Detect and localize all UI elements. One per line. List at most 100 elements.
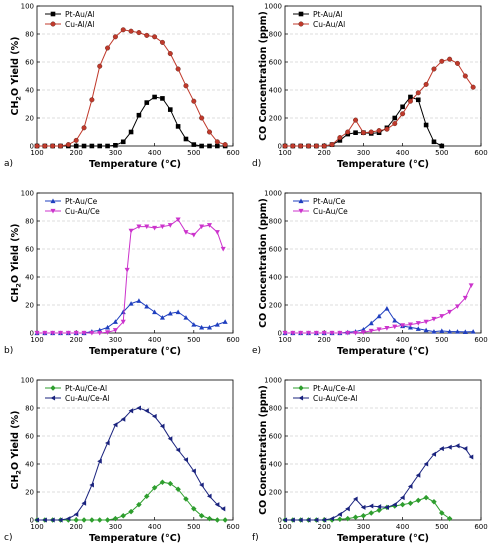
x-tick-label: 500 <box>435 523 448 531</box>
x-axis-label: Temperature (°C) <box>89 346 181 357</box>
x-tick-label: 200 <box>70 523 83 531</box>
data-point <box>322 144 327 149</box>
data-point <box>97 64 102 69</box>
chart-panel: 100 200 300 400 500 600020406080100Temperatur… <box>4 190 240 358</box>
data-point <box>463 446 468 451</box>
panel-label: b) <box>4 346 13 356</box>
data-point <box>447 57 452 62</box>
data-point <box>81 517 87 523</box>
panel-label: e) <box>252 346 261 356</box>
data-point <box>337 512 342 517</box>
data-point <box>416 98 421 103</box>
y-tick-label: 60 <box>25 246 34 254</box>
data-point <box>361 130 366 135</box>
x-tick-label: 500 <box>187 523 200 531</box>
x-axis-label: Temperature (°C) <box>89 533 181 544</box>
data-point <box>424 123 429 128</box>
data-point <box>400 112 405 117</box>
data-point <box>74 138 79 143</box>
y-tick-label: 600 <box>269 246 282 254</box>
legend-marker <box>298 395 303 400</box>
data-point <box>192 142 197 147</box>
legend-label: Pt-Au/Ce-Al <box>65 384 107 393</box>
data-point <box>168 107 173 112</box>
series-line <box>285 285 471 333</box>
data-point <box>471 85 476 90</box>
data-point <box>223 142 228 147</box>
x-axis-label: Temperature (°C) <box>337 159 429 170</box>
y-tick-label: 1000 <box>264 3 282 11</box>
y-tick-label: 100 <box>21 377 34 385</box>
data-point <box>121 140 126 145</box>
data-point <box>337 517 343 523</box>
legend-marker <box>298 385 304 391</box>
data-point <box>353 514 359 520</box>
data-point <box>152 226 157 231</box>
y-tick-label: 600 <box>269 59 282 67</box>
y-tick-label: 0 <box>30 517 34 525</box>
y-tick-label: 400 <box>269 274 282 282</box>
y-tick-label: 800 <box>269 218 282 226</box>
x-tick-label: 600 <box>474 149 487 157</box>
y-tick-label: 80 <box>25 31 34 39</box>
data-point <box>447 445 452 450</box>
x-tick-label: 300 <box>357 149 370 157</box>
data-point <box>137 113 142 118</box>
y-tick-label: 0 <box>278 517 282 525</box>
series-line <box>285 97 442 146</box>
y-tick-label: 200 <box>269 302 282 310</box>
data-point <box>207 130 212 135</box>
data-point <box>137 30 142 35</box>
data-point <box>35 144 40 149</box>
data-point <box>463 74 468 79</box>
data-point <box>432 140 437 145</box>
legend-marker <box>299 12 304 17</box>
data-point <box>105 46 110 51</box>
data-point <box>152 95 157 100</box>
legend-label: Pt-Au/Ce <box>65 197 98 206</box>
data-point <box>345 130 350 135</box>
chart-panel: 100 200 300 400 500 600020406080100Temperatur… <box>4 377 240 545</box>
panel-label: f) <box>252 533 259 543</box>
data-point <box>400 502 406 508</box>
x-tick-label: 400 <box>148 336 161 344</box>
data-point <box>74 512 79 517</box>
x-tick-label: 200 <box>70 336 83 344</box>
chart-panel: 100 200 300 400 500 60002004006008001000Tempe… <box>252 377 488 545</box>
chart-panel: 100 200 300 400 500 60002004006008001000Tempe… <box>252 3 488 171</box>
x-tick-label: 400 <box>148 523 161 531</box>
data-point <box>314 144 319 149</box>
data-point <box>440 59 445 64</box>
x-tick-label: 400 <box>148 149 161 157</box>
legend-label: Cu-Al/Al <box>65 20 95 29</box>
data-point <box>144 408 149 413</box>
data-point <box>129 29 134 34</box>
x-tick-label: 200 <box>318 336 331 344</box>
data-point <box>207 516 213 522</box>
data-point <box>129 229 134 234</box>
y-tick-label: 80 <box>25 405 34 413</box>
x-tick-label: 500 <box>187 336 200 344</box>
y-tick-label: 40 <box>25 274 34 282</box>
y-tick-label: 60 <box>25 433 34 441</box>
data-point <box>306 144 311 149</box>
data-point <box>400 105 405 110</box>
data-point <box>469 283 474 288</box>
data-point <box>432 67 437 72</box>
y-axis-label: CO Concentration (ppm) <box>258 11 269 141</box>
panel-label: c) <box>4 533 12 543</box>
data-point <box>129 130 134 135</box>
data-point <box>89 517 95 523</box>
data-point <box>215 144 220 149</box>
data-point <box>105 517 111 523</box>
x-axis-label: Temperature (°C) <box>89 159 181 170</box>
data-point <box>423 495 429 501</box>
legend-marker <box>299 22 304 27</box>
data-point <box>408 500 414 506</box>
data-point <box>113 516 119 522</box>
data-point <box>176 309 181 314</box>
x-tick-label: 600 <box>226 523 239 531</box>
data-point <box>455 443 460 448</box>
data-point <box>440 144 445 149</box>
x-tick-label: 400 <box>396 149 409 157</box>
